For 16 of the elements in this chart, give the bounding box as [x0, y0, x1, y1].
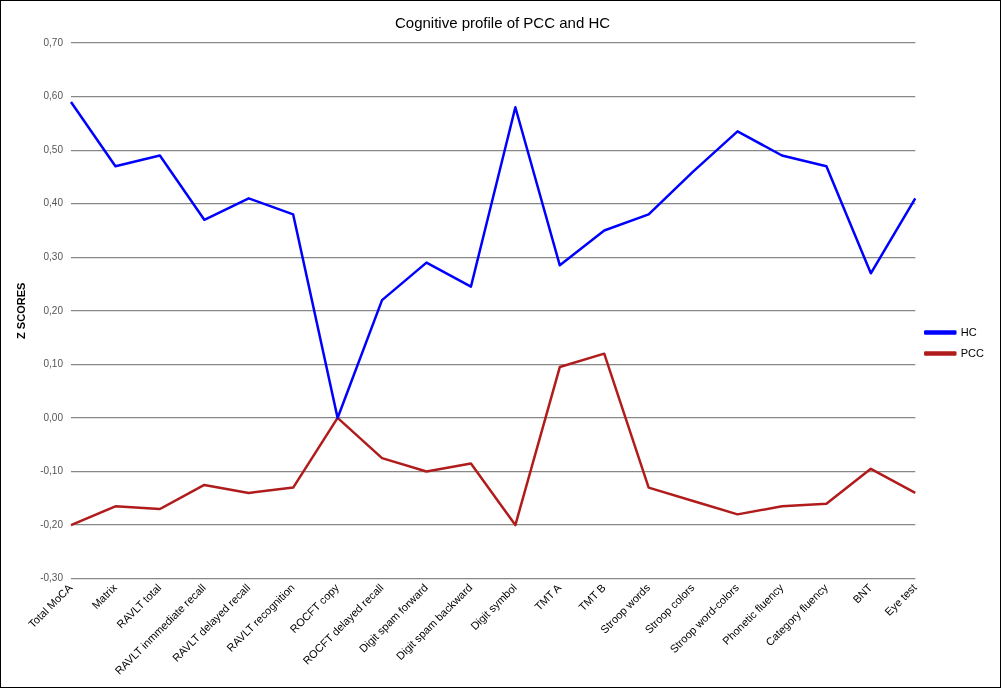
- y-tick-label: 0,10: [43, 358, 64, 370]
- y-tick-label: -0,20: [40, 518, 64, 530]
- y-tick-label: 0,40: [43, 197, 64, 209]
- y-tick-label: 0,50: [43, 143, 64, 155]
- y-axis-title: Z SCORES: [14, 282, 27, 339]
- legend-label: PCC: [960, 346, 985, 359]
- y-tick-label: 0,70: [43, 36, 64, 48]
- legend-label: HC: [960, 325, 977, 338]
- y-tick-label: -0,30: [40, 572, 64, 584]
- y-tick-label: 0,00: [43, 411, 64, 423]
- y-tick-label: 0,20: [43, 304, 64, 316]
- x-tick-label: Eye test: [882, 581, 919, 618]
- y-tick-label: -0,10: [40, 465, 64, 477]
- chart-title: Cognitive profile of PCC and HC: [394, 14, 611, 32]
- y-tick-label: 0,30: [43, 251, 64, 262]
- y-tick-label: 0,60: [43, 90, 64, 102]
